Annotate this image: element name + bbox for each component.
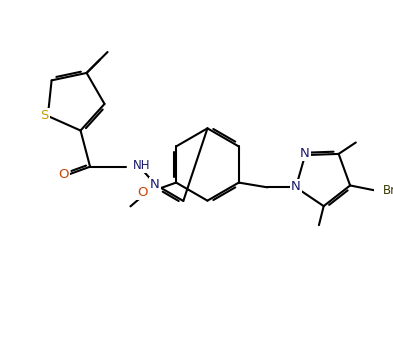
Text: N: N [291, 180, 301, 193]
Text: N: N [150, 178, 160, 191]
Text: NH: NH [133, 159, 151, 172]
Text: S: S [40, 110, 48, 122]
Text: O: O [138, 186, 148, 199]
Text: N: N [300, 147, 310, 160]
Text: O: O [58, 168, 69, 181]
Text: Br: Br [382, 184, 393, 197]
